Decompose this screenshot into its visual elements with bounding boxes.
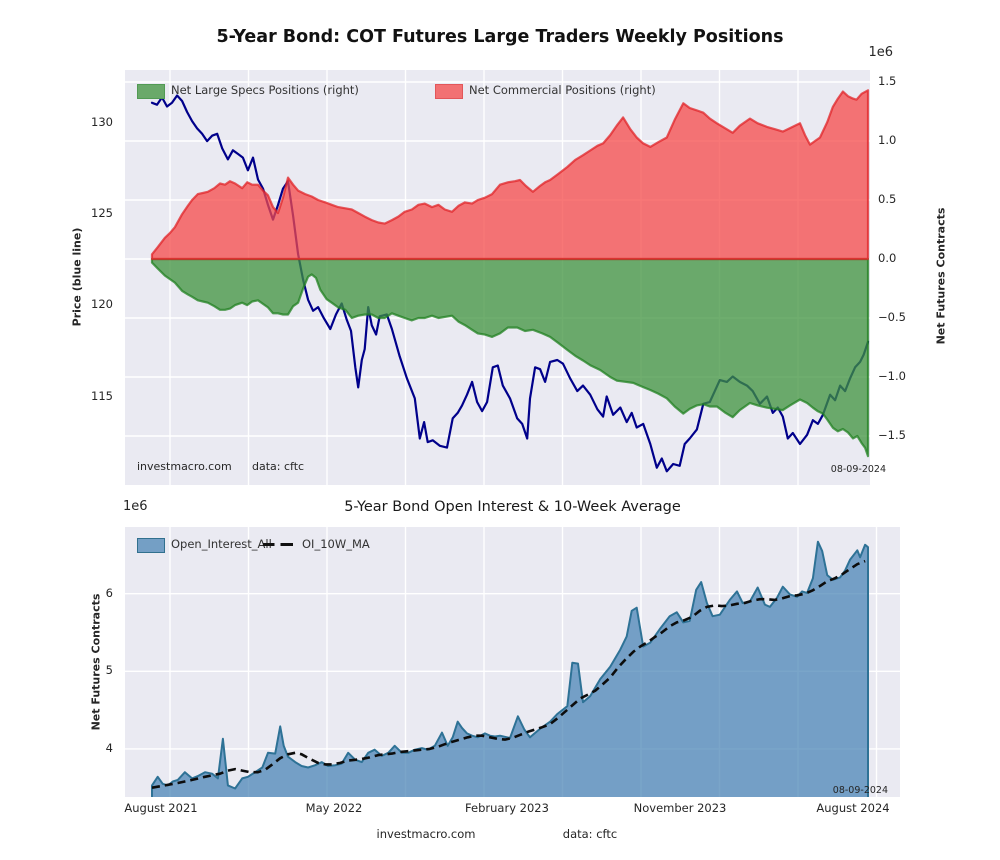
top-right-axis-label: Net Futures Contracts (934, 207, 948, 345)
page-title: 5-Year Bond: COT Futures Large Traders W… (216, 27, 784, 47)
x-tick-label: May 2022 (305, 801, 363, 815)
legend-dash-sample-ma (263, 543, 293, 547)
legend-swatch-open-interest (137, 538, 165, 553)
x-tick-label: November 2023 (633, 801, 727, 815)
top-date-label: 08-09-2024 (830, 464, 886, 475)
tick-label: −1.0 (878, 369, 906, 384)
bottom-offset-label: 1e6 (123, 499, 148, 514)
tick-label: 4 (105, 740, 113, 755)
tick-label: 0.5 (878, 192, 897, 207)
tick-label: 1.5 (878, 74, 897, 89)
footer-watermark: investmacro.com (376, 827, 476, 841)
top-chart-plot (125, 70, 870, 485)
legend-label-ma: OI_10W_MA (302, 537, 370, 551)
legend-label-open-interest: Open_Interest_All (171, 537, 272, 551)
x-tick-label: August 2021 (124, 801, 198, 815)
footer-source: data: cftc (562, 827, 618, 841)
top-left-axis-label: Price (blue line) (70, 227, 84, 327)
tick-label: 5 (105, 663, 113, 678)
tick-label: 0.0 (878, 251, 897, 266)
tick-label: 6 (105, 585, 113, 600)
legend-swatch-large-specs (137, 84, 165, 99)
legend-label-commercials: Net Commercial Positions (right) (469, 83, 656, 97)
legend-label-large-specs: Net Large Specs Positions (right) (171, 83, 359, 97)
bottom-chart-plot (125, 527, 900, 797)
x-tick-label: August 2024 (816, 801, 890, 815)
tick-label: 130 (91, 114, 113, 129)
bottom-date-label: 08-09-2024 (832, 785, 888, 796)
legend-swatch-commercials (435, 84, 463, 99)
tick-label: −0.5 (878, 310, 906, 325)
tick-label: 1.0 (878, 133, 897, 148)
tick-label: 120 (91, 297, 113, 312)
tick-label: −1.5 (878, 428, 906, 443)
top-source: data: cftc (252, 460, 305, 473)
bottom-chart-title: 5-Year Bond Open Interest & 10-Week Aver… (344, 499, 681, 515)
x-tick-label: February 2023 (465, 801, 549, 815)
tick-label: 115 (91, 388, 113, 403)
top-offset-label: 1e6 (868, 45, 893, 60)
bottom-left-axis-label: Net Futures Contracts (89, 593, 103, 731)
tick-label: 125 (91, 206, 113, 221)
top-watermark: investmacro.com (137, 460, 232, 473)
